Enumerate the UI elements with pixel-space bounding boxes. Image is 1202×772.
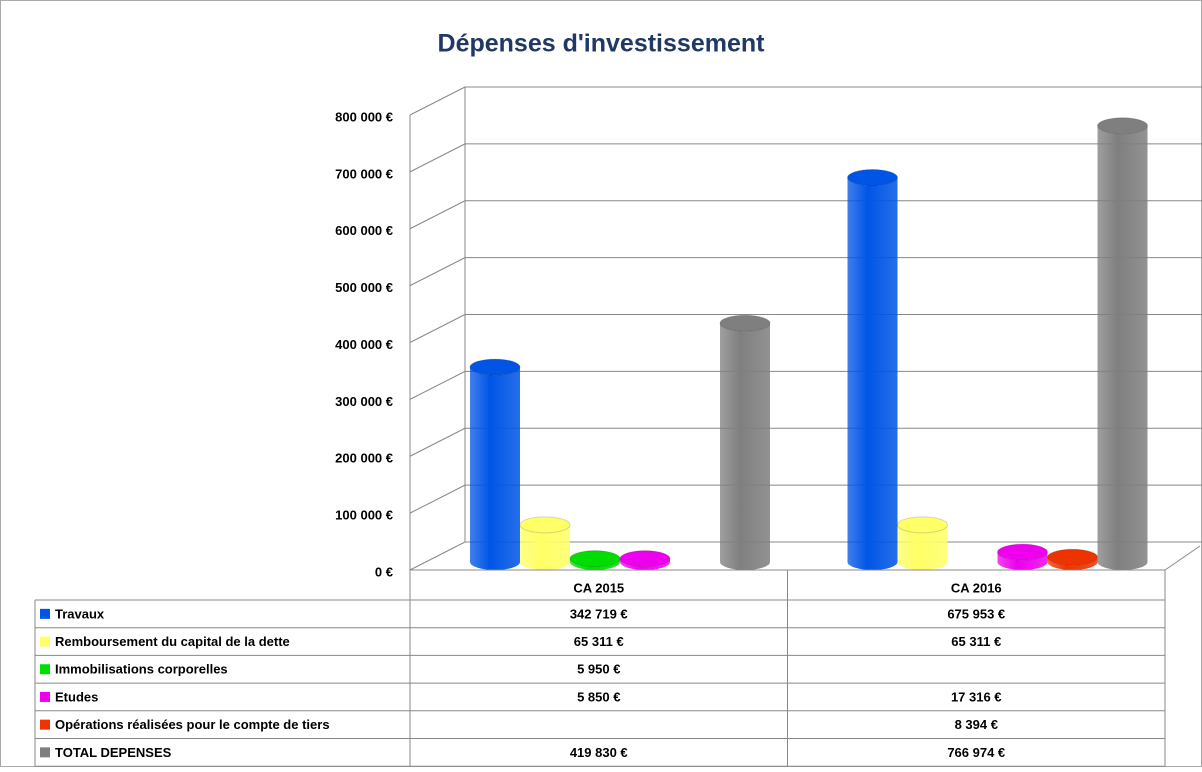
- legend-label: Immobilisations corporelles: [55, 662, 228, 677]
- bar: [570, 558, 620, 570]
- bar-top: [1097, 117, 1148, 135]
- data-label: 419 830 €: [570, 745, 628, 760]
- grid-line: [409, 541, 466, 571]
- data-label: 65 311 €: [951, 634, 1001, 649]
- y-tick-label: 600 000 €: [335, 223, 393, 238]
- data-label: 65 311 €: [574, 634, 624, 649]
- x-tick-label: CA 2015: [573, 580, 624, 595]
- legend-swatch: [40, 719, 50, 730]
- grid-line: [409, 143, 466, 173]
- data-label: 675 953 €: [947, 606, 1005, 621]
- y-tick-label: 700 000 €: [335, 166, 393, 181]
- floor-edge: [1164, 545, 1201, 571]
- legend-label: Remboursement du capital de la dette: [55, 634, 290, 649]
- grid-line: [409, 484, 466, 514]
- grid-line: [409, 200, 466, 230]
- data-label: 17 316 €: [951, 689, 1002, 704]
- bar: [720, 323, 770, 570]
- grid-line: [409, 314, 466, 343]
- data-label: 342 719 €: [570, 606, 628, 621]
- y-tick-label: 0 €: [375, 564, 393, 579]
- bar: [997, 552, 1048, 570]
- legend-swatch: [40, 691, 50, 702]
- legend-swatch: [40, 636, 50, 647]
- legend-label: Etudes: [55, 689, 98, 704]
- bar: [1097, 125, 1148, 570]
- y-tick-label: 200 000 €: [335, 451, 393, 466]
- legend-label: TOTAL DEPENSES: [55, 745, 172, 760]
- bar-top: [1047, 548, 1098, 566]
- bar-top: [847, 169, 898, 187]
- y-tick-label: 100 000 €: [335, 508, 393, 523]
- legend-swatch: [40, 608, 50, 619]
- y-tick-label: 400 000 €: [335, 337, 393, 352]
- grid-line: [409, 86, 466, 116]
- legend-swatch: [40, 664, 50, 675]
- grid-line: [409, 370, 466, 400]
- data-label: 5 950 €: [577, 662, 620, 677]
- bar-top: [719, 314, 771, 332]
- y-tick-label: 500 000 €: [335, 280, 393, 295]
- bar-top: [569, 550, 621, 568]
- y-tick-label: 300 000 €: [335, 394, 393, 409]
- data-label: 5 850 €: [577, 689, 620, 704]
- y-tick-label: 800 000 €: [335, 109, 393, 124]
- grid-line: [409, 427, 466, 457]
- bar: [620, 558, 670, 570]
- x-tick-label: CA 2016: [951, 580, 1002, 595]
- data-label: 8 394 €: [955, 717, 998, 732]
- bar: [470, 367, 520, 570]
- bar-top: [897, 516, 948, 534]
- bar-top: [469, 358, 521, 376]
- bar: [847, 177, 898, 570]
- legend-label: Opérations réalisées pour le compte de t…: [55, 717, 330, 732]
- bar: [520, 524, 570, 570]
- grid-line: [409, 257, 466, 287]
- legend-label: Travaux: [55, 606, 105, 621]
- bar-top: [997, 543, 1048, 561]
- bar-top: [619, 550, 671, 568]
- chart-title: Dépenses d'investissement: [438, 30, 766, 58]
- bar-top: [519, 516, 571, 534]
- bar: [897, 524, 948, 570]
- legend-swatch: [40, 747, 50, 758]
- data-label: 766 974 €: [947, 745, 1005, 760]
- bar: [1047, 557, 1098, 570]
